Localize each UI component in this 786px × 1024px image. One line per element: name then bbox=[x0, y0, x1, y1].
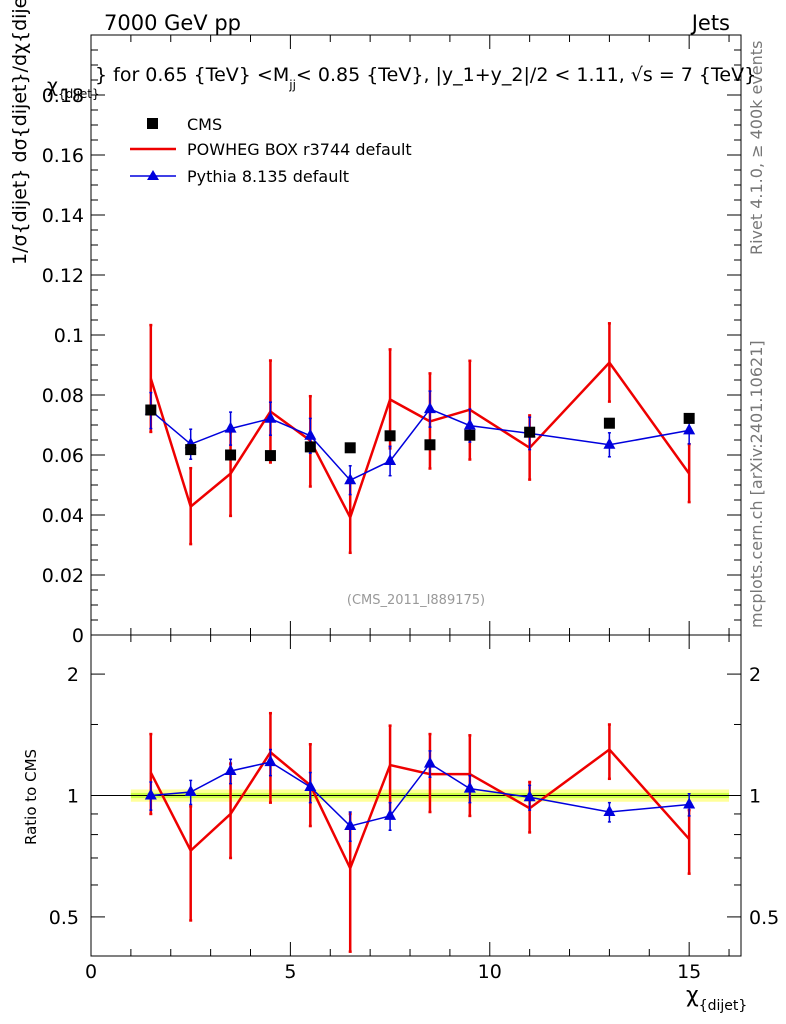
ratio-pythia-point bbox=[184, 785, 197, 797]
cms-point bbox=[264, 450, 276, 462]
pythia-point bbox=[603, 437, 616, 449]
pythia-line bbox=[150, 408, 690, 482]
cms-point bbox=[524, 426, 536, 438]
ratio-y-tick-label: 1 bbox=[67, 786, 79, 808]
pythia-point bbox=[463, 418, 476, 430]
cms-point bbox=[145, 404, 157, 416]
analysis-watermark: (CMS_2011_I889175) bbox=[347, 593, 485, 608]
legend-label-powheg: POWHEG BOX r3744 default bbox=[187, 140, 412, 159]
title-chi-overlap: χ{dijet} bbox=[47, 75, 100, 101]
main-y-axis: 0 0.02 0.04 0.06 0.08 0.1 0.12 0.14 0.16 0.18 bbox=[42, 49, 741, 647]
plot-title-main: } for 0.65 {TeV} <M bbox=[95, 64, 289, 86]
ratio-series-powheg bbox=[149, 711, 691, 953]
ratio-y-axis: 0.5 0.5 1 1 2 2 bbox=[49, 664, 779, 929]
ratio-y-tick-label: 2 bbox=[67, 664, 79, 686]
rivet-label: Rivet 4.1.0, ≥ 400k events bbox=[747, 41, 766, 255]
main-y-label: 1/σ{dijet} dσ{dijet}/dχ{dijet} bbox=[9, 0, 31, 265]
legend-label-pythia: Pythia 8.135 default bbox=[187, 167, 349, 186]
x-tick-label: 0 bbox=[85, 961, 97, 983]
pythia-point bbox=[423, 402, 436, 414]
header-left: 7000 GeV pp bbox=[104, 11, 241, 35]
ratio-series-pythia bbox=[144, 748, 696, 843]
ratio-pythia-point bbox=[603, 805, 616, 817]
ratio-pythia-point bbox=[304, 779, 317, 791]
x-label-chi: χ bbox=[686, 983, 699, 1008]
ratio-y-tick-label: 0.5 bbox=[49, 907, 79, 929]
legend-label-cms: CMS bbox=[187, 115, 222, 134]
x-tick-label: 10 bbox=[478, 961, 502, 983]
pythia-point bbox=[344, 473, 357, 485]
main-y-tick-label: 0.04 bbox=[42, 505, 84, 527]
plot-title: } for 0.65 {TeV} <Mjj< 0.85 {TeV}, |y_1+… bbox=[95, 64, 756, 92]
pythia-point bbox=[264, 411, 277, 423]
plot-title-rest: < 0.85 {TeV}, |y_1+y_2|/2 < 1.11, √s = 7… bbox=[296, 64, 756, 86]
ratio-x-axis: 0 5 10 15 bbox=[85, 635, 730, 983]
ratio-pythia-point bbox=[224, 764, 237, 776]
ratio-pythia-point bbox=[463, 781, 476, 793]
mcplots-label: mcplots.cern.ch [arXiv:2401.10621] bbox=[747, 340, 766, 628]
ratio-pythia-point bbox=[264, 755, 277, 767]
pythia-point bbox=[683, 423, 696, 435]
title-chi-symbol: χ bbox=[47, 75, 58, 97]
main-y-tick-label: 0.14 bbox=[42, 205, 84, 227]
legend: CMS POWHEG BOX r3744 default Pythia 8.13… bbox=[130, 115, 412, 186]
cms-point bbox=[185, 444, 197, 456]
ratio-pythia-point bbox=[523, 790, 536, 802]
pythia-point bbox=[384, 454, 397, 465]
cms-point bbox=[384, 430, 396, 442]
ratio-pythia-point bbox=[683, 797, 696, 809]
ratio-pythia-point bbox=[144, 788, 157, 800]
ratio-pythia-point bbox=[344, 819, 357, 831]
main-y-tick-label: 0.06 bbox=[42, 445, 84, 467]
legend-marker-pythia bbox=[147, 170, 159, 180]
x-tick-label: 15 bbox=[677, 961, 701, 983]
cms-point bbox=[603, 417, 615, 429]
main-series-cms bbox=[145, 404, 695, 462]
main-y-tick-label: 0.02 bbox=[42, 565, 84, 587]
main-x-axis bbox=[90, 35, 730, 635]
main-y-tick-label: 0.16 bbox=[42, 145, 84, 167]
cms-point bbox=[464, 429, 476, 441]
plot-title-sub: jj bbox=[288, 78, 296, 92]
pythia-point bbox=[224, 421, 237, 433]
main-y-tick-label: 0 bbox=[72, 625, 84, 647]
main-y-tick-label: 0.1 bbox=[54, 325, 84, 347]
header-right: Jets bbox=[690, 11, 730, 35]
ratio-y-tick-label-right: 0.5 bbox=[749, 907, 779, 929]
main-y-tick-label: 0.18 bbox=[42, 85, 84, 107]
x-tick-label: 5 bbox=[284, 961, 296, 983]
main-y-tick-label: 0.12 bbox=[42, 265, 84, 287]
main-series-pythia bbox=[144, 390, 696, 496]
ratio-pythia-point bbox=[423, 756, 436, 768]
powheg-line bbox=[149, 360, 691, 521]
ratio-y-tick-label-right: 2 bbox=[749, 664, 761, 686]
cms-point bbox=[683, 412, 695, 424]
cms-point bbox=[424, 439, 436, 451]
cms-point bbox=[225, 449, 237, 461]
x-label-sub: {dijet} bbox=[699, 998, 748, 1014]
cms-point bbox=[304, 441, 316, 453]
cms-point bbox=[344, 442, 356, 454]
main-y-tick-label: 0.08 bbox=[42, 385, 84, 407]
ratio-powheg-line bbox=[149, 747, 691, 872]
ratio-y-tick-label-right: 1 bbox=[749, 786, 761, 808]
x-axis-label: χ{dijet} bbox=[686, 983, 747, 1014]
title-chi-sub: {dijet} bbox=[58, 87, 100, 101]
pythia-point bbox=[304, 428, 317, 440]
ratio-y-label: Ratio to CMS bbox=[22, 749, 40, 845]
ratio-pythia-line bbox=[150, 761, 690, 827]
ratio-pythia-point bbox=[384, 808, 397, 820]
legend-marker-cms bbox=[147, 118, 158, 129]
